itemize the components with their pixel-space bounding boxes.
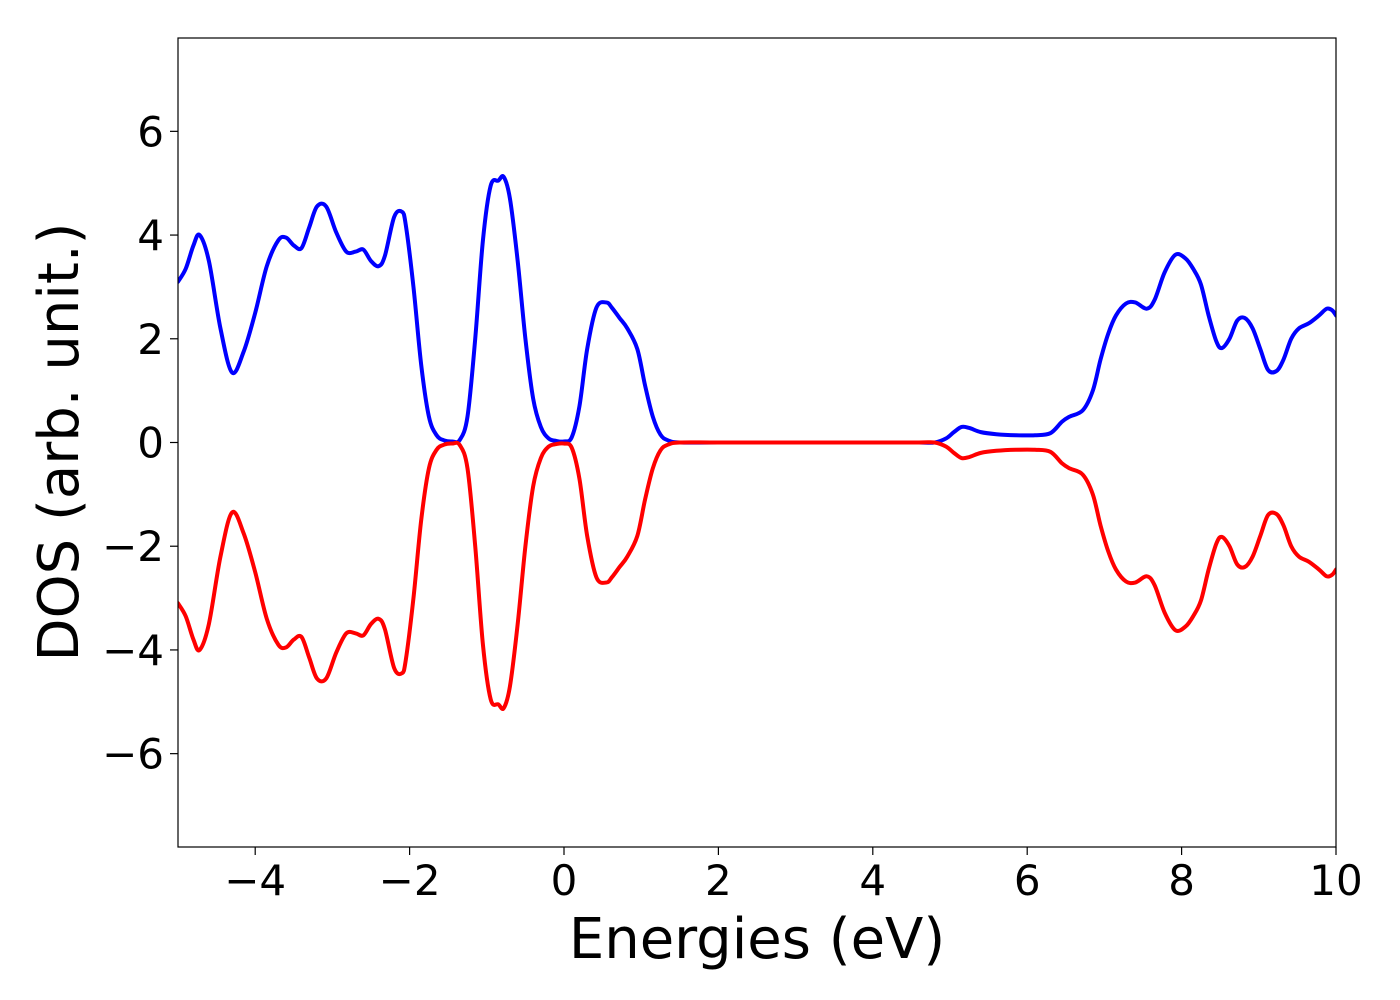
series-line-1 [178, 440, 1336, 711]
y-axis: 6 4 2 0 −2 −4 −6 [102, 107, 178, 779]
x-tick-label: 10 [1309, 856, 1362, 905]
y-tick-label: 6 [137, 107, 164, 156]
y-tick-label: −4 [102, 626, 164, 675]
x-tick-label: 0 [551, 856, 578, 905]
x-tick-label: 2 [705, 856, 732, 905]
x-tick-label: 8 [1168, 856, 1195, 905]
y-tick-label: 0 [137, 419, 164, 468]
y-tick-label: −2 [102, 522, 164, 571]
x-axis: −4 −2 0 2 4 6 8 10 [224, 847, 1363, 905]
x-tick-label: −4 [224, 856, 286, 905]
series-layer [178, 174, 1336, 711]
x-tick-label: 6 [1014, 856, 1041, 905]
y-axis-title: DOS (arb. unit.) [27, 222, 92, 661]
y-tick-label: −6 [102, 730, 164, 779]
y-tick-label: 2 [137, 315, 164, 364]
x-axis-title: Energies (eV) [569, 907, 945, 972]
series-line-0 [178, 174, 1336, 445]
x-tick-label: 4 [859, 856, 886, 905]
y-tick-label: 4 [137, 211, 164, 260]
x-tick-label: −2 [379, 856, 441, 905]
